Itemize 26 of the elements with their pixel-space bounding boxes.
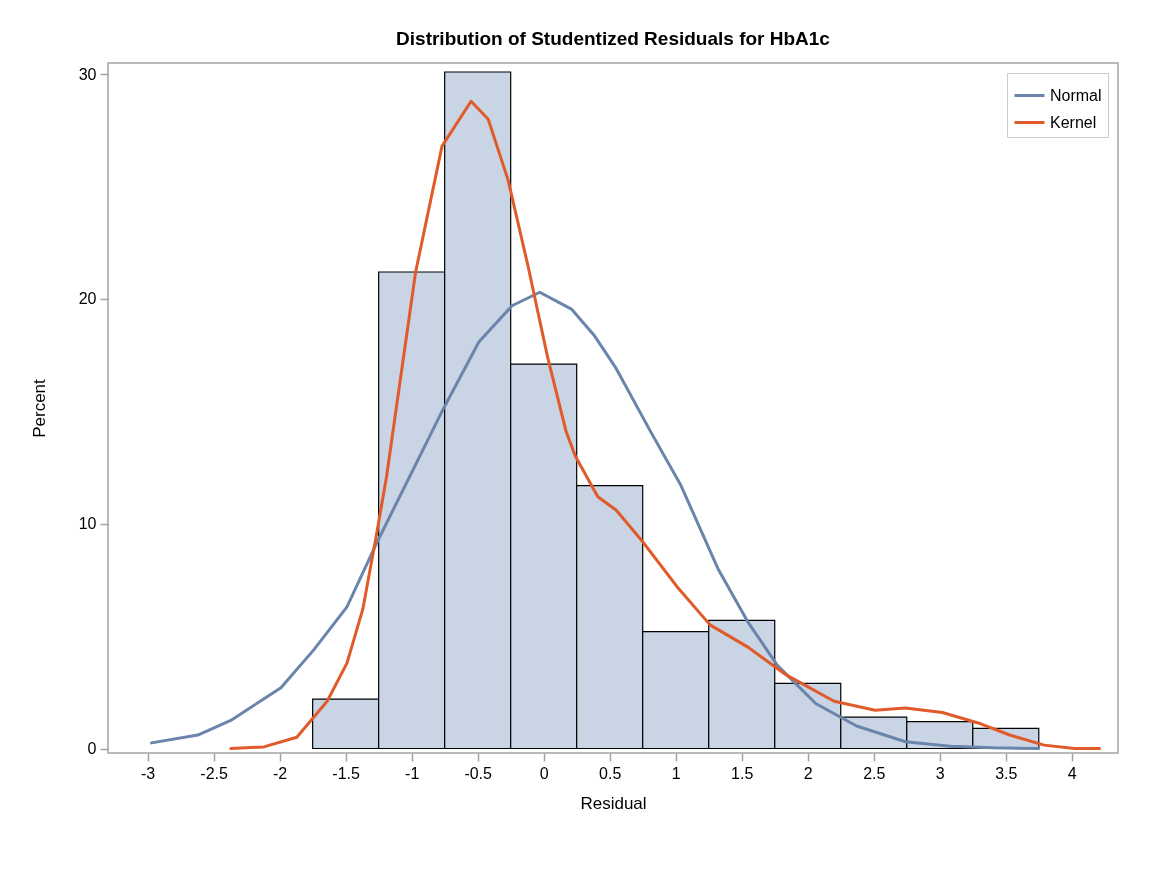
x-tick-label: 0.5 (599, 764, 622, 782)
y-tick-label: 10 (78, 515, 97, 533)
line-series (229, 99, 1102, 751)
x-tick-label: -2.5 (200, 764, 228, 782)
y-tick-label: 0 (87, 740, 97, 757)
x-tick-label: 3.5 (995, 764, 1018, 782)
x-tick-label: -1 (405, 764, 420, 782)
x-tick-label: -1.5 (332, 764, 361, 782)
x-tick-label: 1 (671, 764, 681, 782)
chart-title: Distribution of Studentized Residuals for HbA1c (396, 28, 831, 49)
legend-label: Kernel (1050, 113, 1097, 131)
x-axis-title: Residual (580, 793, 647, 813)
x-tick-label: 3 (935, 764, 945, 782)
line-series (150, 290, 1041, 751)
x-tick-label: 1.5 (731, 764, 754, 782)
legend-label: Normal (1050, 86, 1102, 104)
x-tick-label: -2 (273, 764, 288, 782)
x-tick-label: 0 (539, 764, 549, 782)
x-tick-label: 2 (803, 764, 813, 782)
x-tick-label: -0.5 (464, 764, 493, 782)
y-axis-title: Percent (29, 378, 49, 438)
y-tick-label: 30 (78, 65, 97, 83)
x-tick-label: -3 (140, 764, 156, 782)
x-tick-label: 2.5 (863, 764, 886, 782)
x-tick-label: 4 (1067, 764, 1077, 782)
y-tick-label: 20 (78, 290, 97, 308)
